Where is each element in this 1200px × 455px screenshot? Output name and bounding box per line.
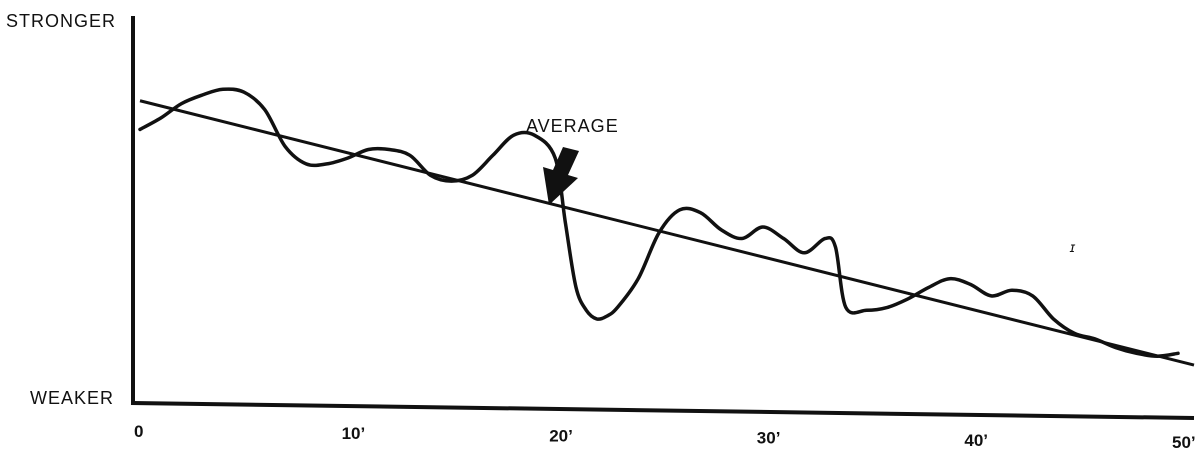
- average-arrow-icon: [543, 147, 579, 205]
- x-tick-label: 40’: [964, 431, 988, 450]
- y-label-weaker: WEAKER: [30, 388, 114, 408]
- x-tick-label: 10’: [342, 424, 366, 443]
- signal-curve: [138, 87, 1180, 358]
- stray-mark: ɪ: [1069, 239, 1076, 255]
- x-tick-label: 50’: [1172, 433, 1196, 452]
- x-tick-labels: 0 10’ 20’ 30’ 40’ 50’: [134, 422, 1196, 452]
- y-label-stronger: STRONGER: [6, 11, 116, 31]
- average-line: [139, 99, 1195, 367]
- x-tick-label: 30’: [757, 429, 781, 448]
- x-axis: [130, 400, 1195, 421]
- x-tick-label: 20’: [549, 426, 573, 445]
- x-tick-label: 0: [134, 422, 143, 441]
- average-annotation: AVERAGE: [526, 116, 619, 136]
